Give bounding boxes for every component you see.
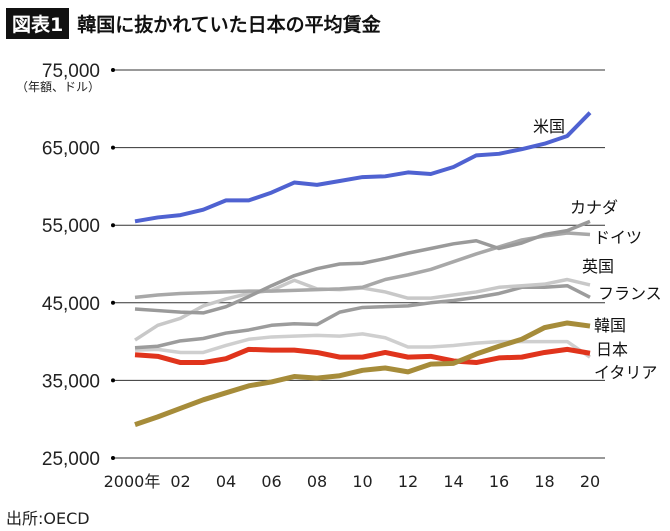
tick-dot xyxy=(111,300,115,305)
x-tick-label: 20 xyxy=(580,472,600,491)
figure-badge: 図表1 xyxy=(6,8,70,39)
series-line xyxy=(134,283,591,350)
y-tick-label: 45,000 xyxy=(42,294,100,315)
series-label: カナダ xyxy=(570,198,618,217)
series-line xyxy=(134,219,591,315)
series-label: ドイツ xyxy=(594,228,642,247)
y-tick-label: 65,000 xyxy=(42,139,100,160)
series-line xyxy=(134,346,591,366)
x-tick-label: 04 xyxy=(216,472,236,491)
tick-dot xyxy=(111,378,115,383)
tick-dot xyxy=(111,456,115,460)
tick-dot xyxy=(111,223,115,228)
y-tick-label: 35,000 xyxy=(42,371,100,392)
series-label: フランス xyxy=(598,284,662,303)
tick-dot xyxy=(111,68,115,72)
x-tick-label: 02 xyxy=(170,472,190,491)
series-label: 韓国 xyxy=(594,316,626,335)
series-label: イタリア xyxy=(594,363,657,382)
unit-label: （年額、ドル） xyxy=(16,80,100,94)
series-label: 英国 xyxy=(582,257,614,276)
x-tick-label: 18 xyxy=(534,472,554,491)
tick-dot xyxy=(111,145,115,150)
source-note: 出所:OECD xyxy=(6,509,90,528)
x-tick-label: 12 xyxy=(398,472,418,491)
y-tick-label: 75,000 xyxy=(42,61,100,82)
x-tick-label: 10 xyxy=(352,472,372,491)
x-tick-label: 16 xyxy=(489,472,509,491)
series-line xyxy=(134,320,591,427)
y-tick-label: 25,000 xyxy=(42,449,100,470)
series-line xyxy=(134,231,591,300)
x-tick-label: 2000年 xyxy=(104,472,161,491)
series-label: 日本 xyxy=(596,340,628,359)
chart-header: 図表1 韓国に抜かれていた日本の平均賃金 xyxy=(6,8,381,39)
series-label: 米国 xyxy=(533,117,565,136)
series-line xyxy=(134,111,592,224)
y-tick-label: 55,000 xyxy=(42,216,100,237)
x-tick-label: 08 xyxy=(307,472,327,491)
x-tick-label: 06 xyxy=(261,472,281,491)
x-tick-label: 14 xyxy=(443,472,463,491)
chart-title: 韓国に抜かれていた日本の平均賃金 xyxy=(77,14,381,36)
